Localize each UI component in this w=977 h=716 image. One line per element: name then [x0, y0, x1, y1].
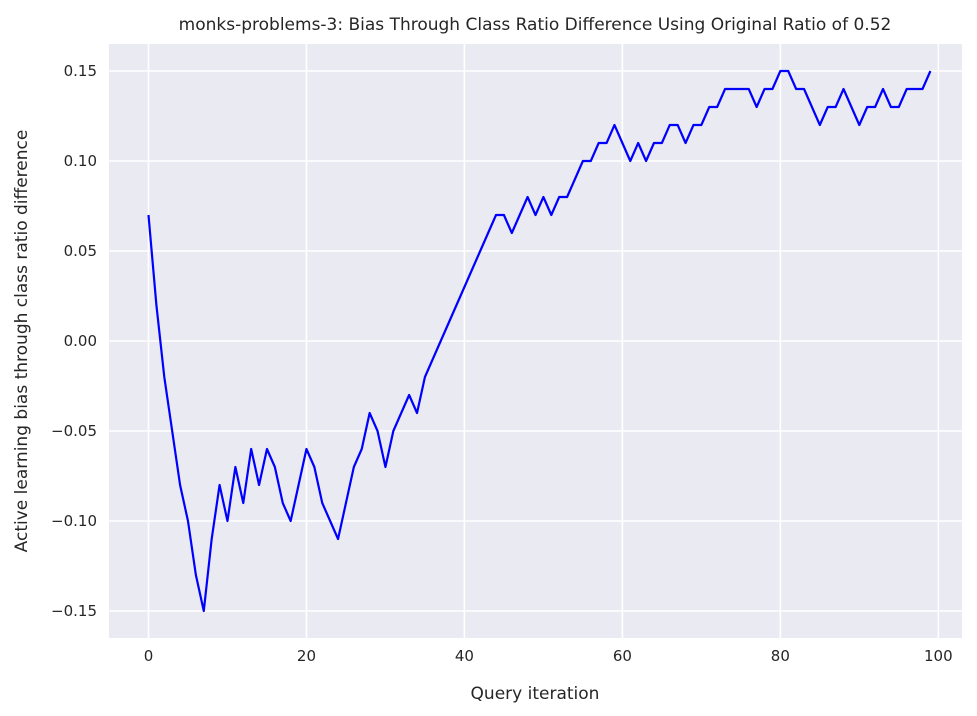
x-tick-label: 40	[455, 647, 474, 665]
y-tick-label: 0.15	[64, 62, 97, 80]
series-line	[147, 69, 932, 613]
y-tick-label: 0.00	[64, 332, 97, 350]
grid	[109, 44, 962, 638]
tick-labels: 0 20 40 60 80 100 −0.15 −0.10 −0.05 0.00 0.05 0.10 0…	[51, 62, 953, 665]
y-tick-label: 0.05	[64, 242, 97, 260]
series-layer	[147, 69, 932, 613]
x-tick-label: 0	[144, 647, 154, 665]
y-tick-label: −0.15	[51, 602, 97, 620]
y-tick-label: −0.10	[51, 512, 97, 530]
chart-title: monks-problems-3: Bias Through Class Rat…	[179, 15, 892, 35]
x-tick-label: 80	[771, 647, 790, 665]
x-tick-label: 20	[297, 647, 316, 665]
y-tick-label: 0.10	[64, 152, 97, 170]
x-tick-label: 60	[613, 647, 632, 665]
y-tick-label: −0.05	[51, 422, 97, 440]
x-tick-label: 100	[924, 647, 953, 665]
y-axis-label: Active learning bias through class ratio…	[12, 130, 32, 553]
x-axis-label: Query iteration	[471, 684, 600, 704]
